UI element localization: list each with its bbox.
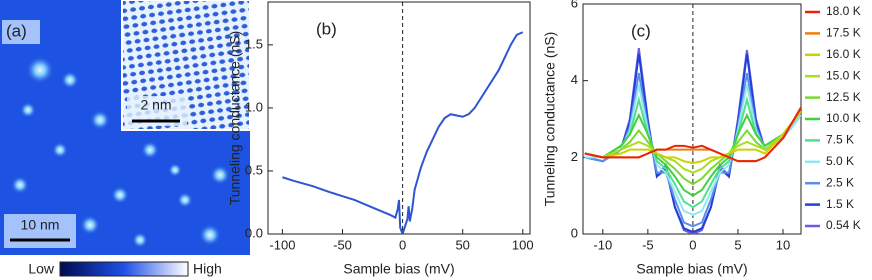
data-line bbox=[584, 95, 801, 209]
legend-label: 7.5 K bbox=[826, 133, 854, 147]
legend-label: 10.0 K bbox=[826, 111, 861, 125]
x-tick-label: 50 bbox=[455, 237, 469, 252]
data-line bbox=[584, 110, 801, 174]
x-tick-label: -50 bbox=[333, 237, 352, 252]
y-tick-label: 0.0 bbox=[245, 225, 263, 240]
stm-image bbox=[0, 0, 251, 277]
y-tick-label: 2 bbox=[571, 149, 578, 164]
data-line bbox=[584, 72, 801, 228]
y-tick-label: 1.5 bbox=[245, 36, 263, 51]
x-axis-label: Sample bias (mV) bbox=[636, 261, 747, 277]
y-tick-label: 0.5 bbox=[245, 162, 263, 177]
data-line bbox=[584, 53, 801, 234]
legend-label: 5.0 K bbox=[826, 154, 854, 168]
legend-label: 0.54 K bbox=[826, 218, 861, 232]
panel-label: (c) bbox=[631, 21, 651, 40]
legend-label: 15.0 K bbox=[826, 68, 861, 82]
legend-label: 16.0 K bbox=[826, 47, 861, 61]
data-line bbox=[584, 110, 801, 165]
y-tick-label: 4 bbox=[571, 72, 578, 87]
y-tick-label: 0 bbox=[571, 225, 578, 240]
y-axis-label: Tunneling conductance (nS) bbox=[227, 31, 243, 206]
data-line bbox=[584, 106, 801, 163]
x-axis-label: Sample bias (mV) bbox=[343, 261, 454, 277]
scale-bar-label: 10 nm bbox=[21, 217, 60, 233]
x-tick-label: -5 bbox=[642, 237, 654, 252]
panel-label: (a) bbox=[6, 21, 27, 40]
y-tick-label: 1.0 bbox=[245, 99, 263, 114]
y-tick-label: 6 bbox=[571, 0, 578, 10]
legend-label: 18.0 K bbox=[826, 4, 861, 18]
colorbar-high: High bbox=[193, 261, 222, 277]
x-tick-label: 0 bbox=[689, 237, 696, 252]
colorbar-low: Low bbox=[28, 261, 55, 277]
inset-scale: 2 nm bbox=[140, 97, 171, 113]
legend-label: 17.5 K bbox=[826, 26, 861, 40]
y-axis-label: Tunneling conductance (nS) bbox=[542, 32, 558, 207]
plot-frame bbox=[582, 3, 802, 235]
legend-label: 2.5 K bbox=[826, 175, 854, 189]
data-line bbox=[282, 31, 524, 234]
data-line bbox=[584, 110, 801, 197]
x-tick-label: 100 bbox=[512, 237, 534, 252]
data-line bbox=[584, 110, 801, 186]
x-tick-label: 5 bbox=[734, 237, 741, 252]
x-tick-label: 10 bbox=[776, 237, 790, 252]
data-line bbox=[584, 84, 801, 216]
legend-label: 12.5 K bbox=[826, 90, 861, 104]
x-tick-label: -100 bbox=[269, 237, 295, 252]
x-tick-label: -10 bbox=[593, 237, 612, 252]
legend-label: 1.5 K bbox=[826, 197, 854, 211]
plot-frame bbox=[267, 1, 531, 235]
x-tick-label: 0 bbox=[399, 237, 406, 252]
panel-label: (b) bbox=[316, 19, 337, 38]
